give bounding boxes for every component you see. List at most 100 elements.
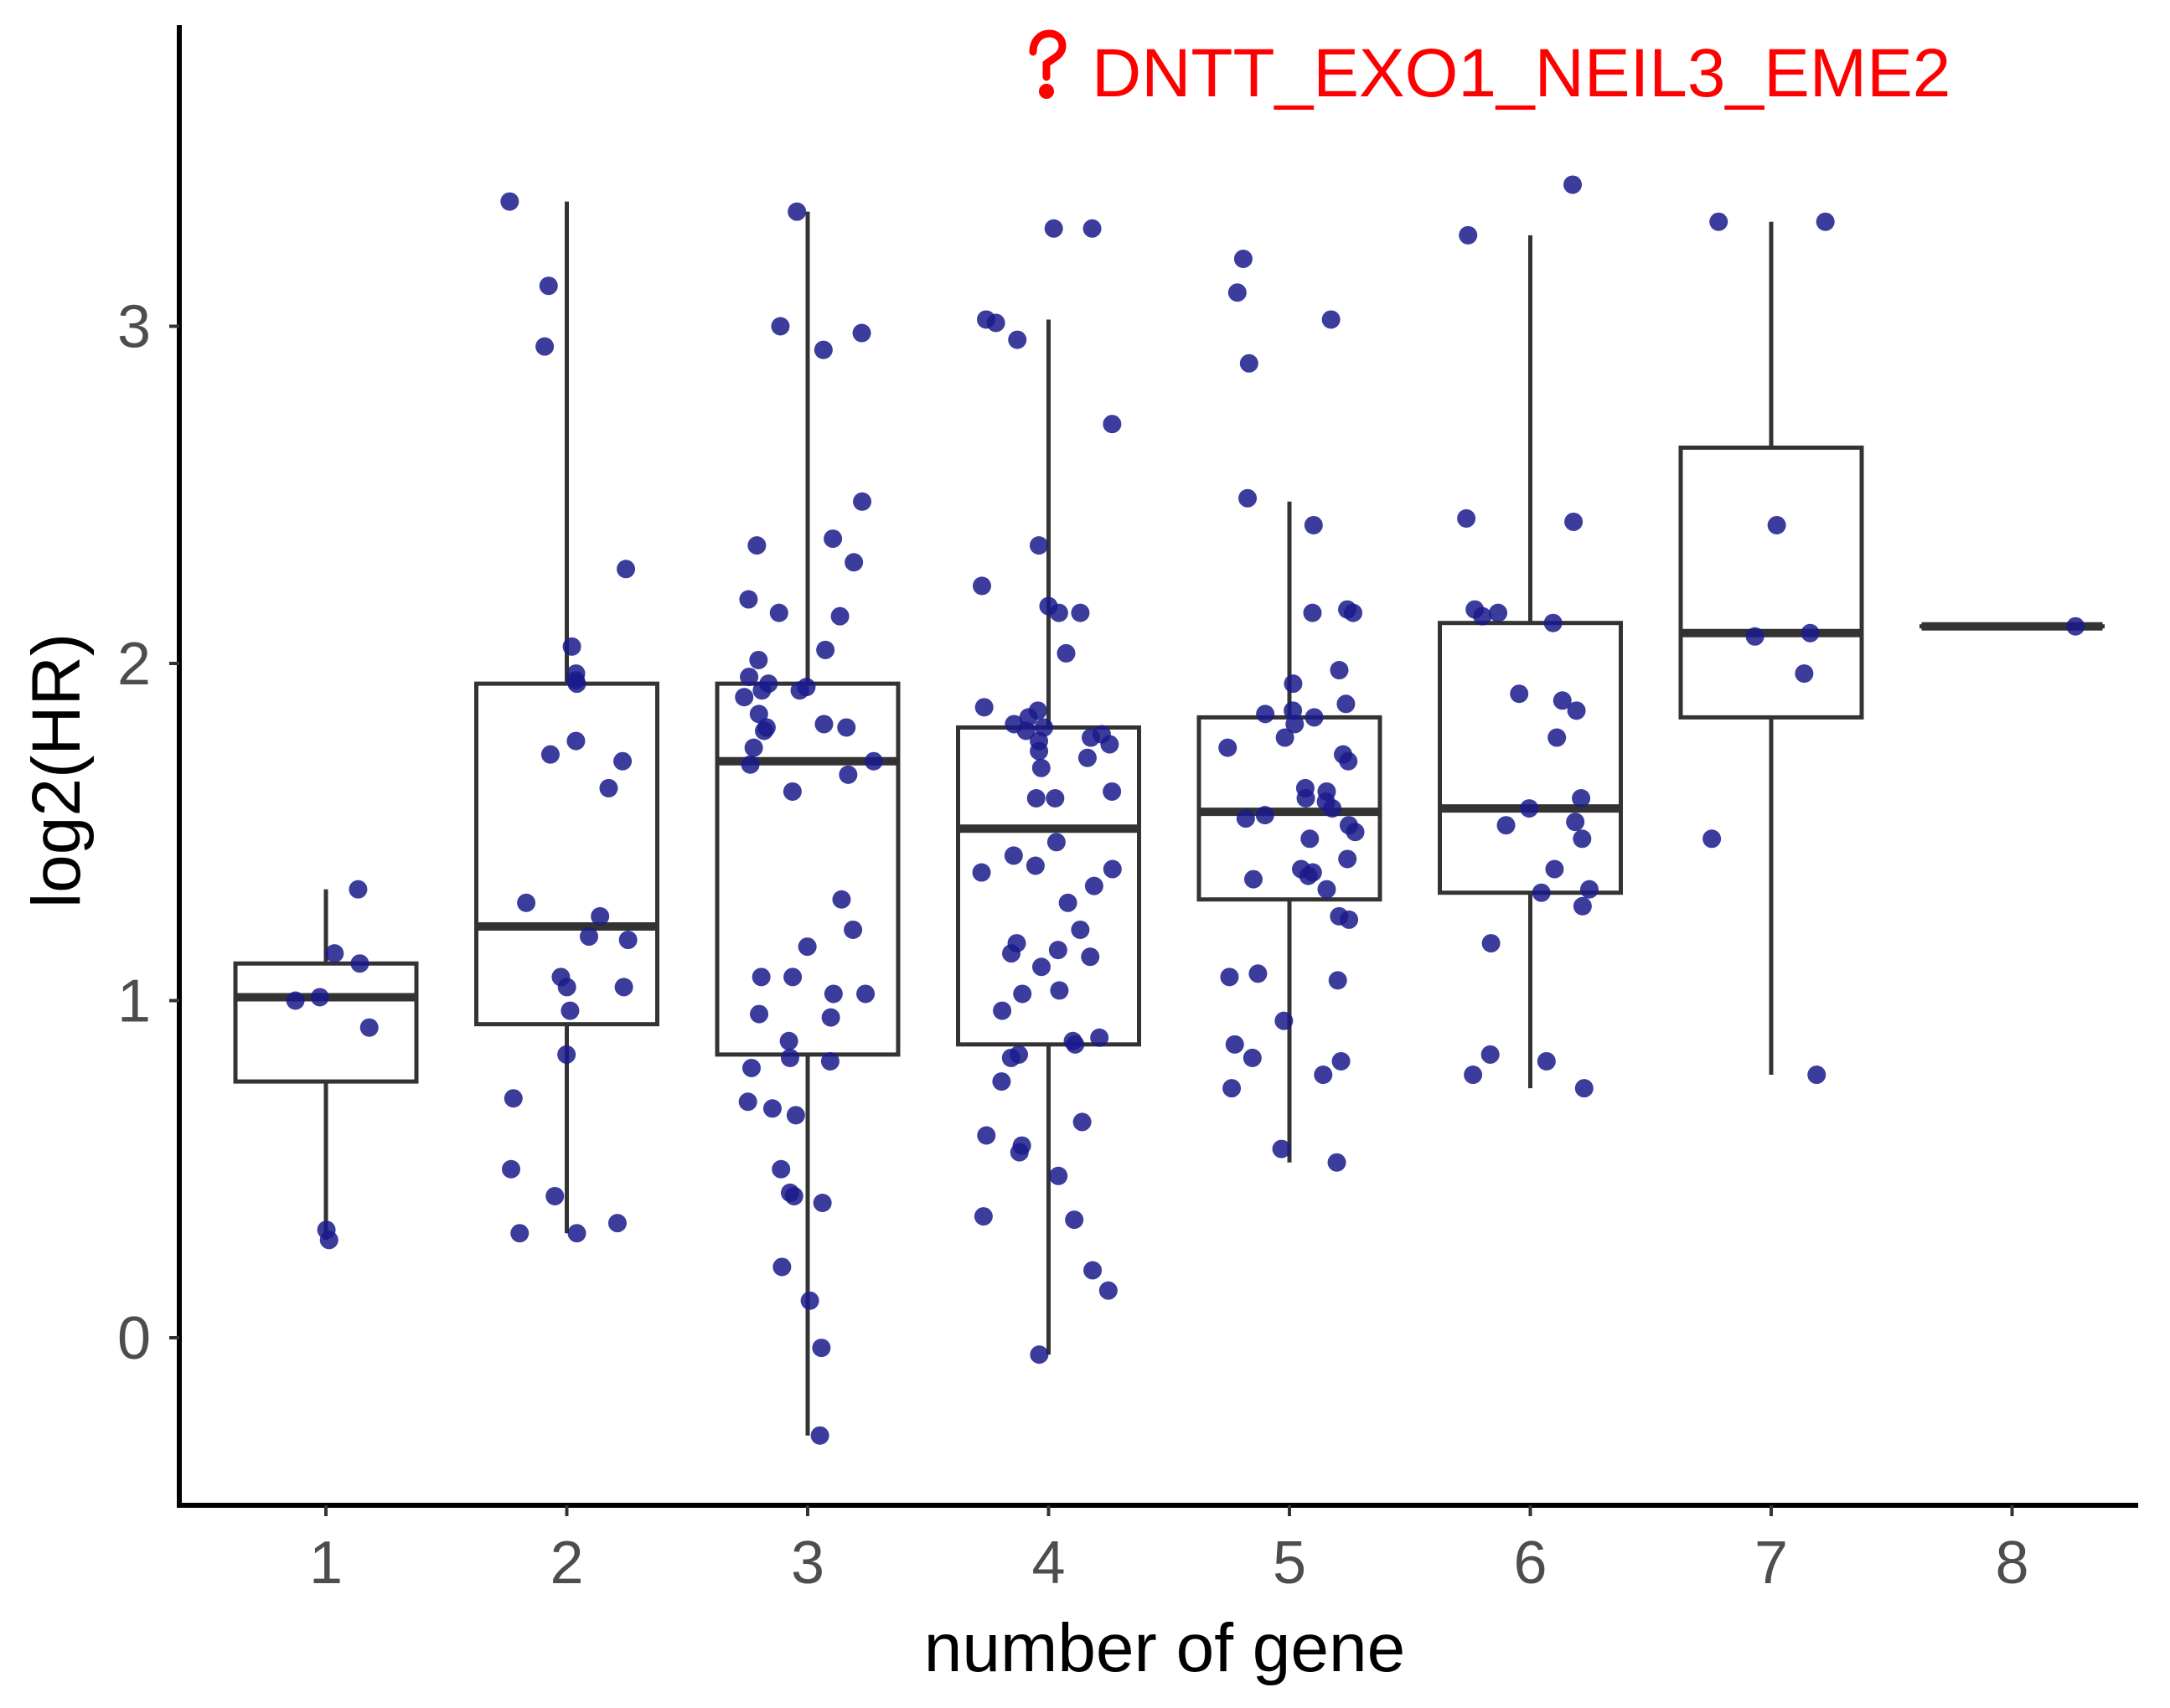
data-point [986, 313, 1005, 333]
x-tick-label: 4 [1031, 1530, 1065, 1597]
data-point [1049, 1166, 1068, 1185]
data-point [2066, 617, 2085, 636]
annotation-marker-dot [1039, 84, 1054, 99]
data-point [784, 1186, 803, 1205]
x-axis-title: number of gene [924, 1610, 1405, 1686]
data-point [769, 603, 788, 622]
data-point [783, 782, 802, 801]
data-point [618, 931, 638, 950]
data-point [741, 1059, 761, 1077]
data-point [1459, 225, 1478, 245]
data-point [1709, 212, 1728, 231]
data-point [820, 1051, 840, 1071]
data-point [1065, 1210, 1084, 1230]
data-point [1564, 512, 1584, 531]
data-point [1574, 1079, 1594, 1098]
data-point [1013, 984, 1032, 1004]
data-point [1314, 1066, 1333, 1085]
annotation-layer: DNTT_EXO1_NEIL3_EME2 [1029, 29, 1950, 111]
data-point [607, 1214, 627, 1233]
data-point [1346, 823, 1365, 842]
data-point [1481, 934, 1501, 953]
data-point [839, 765, 858, 784]
data-point [1745, 627, 1764, 646]
data-point [974, 698, 994, 717]
data-point [1547, 728, 1567, 747]
box-group-7 [1678, 221, 1864, 1076]
data-point [738, 1092, 757, 1112]
data-point [1303, 603, 1322, 622]
data-point [1103, 782, 1122, 801]
data-point [783, 968, 803, 987]
data-point [741, 755, 760, 774]
data-point [800, 1291, 819, 1310]
data-point [1553, 691, 1572, 710]
data-point [772, 1159, 791, 1179]
data-point [1077, 748, 1097, 767]
data-point [1072, 1112, 1092, 1132]
data-point [1233, 250, 1253, 268]
data-point [1058, 893, 1077, 912]
box-iqr [1678, 445, 1864, 720]
data-point [1030, 1345, 1049, 1365]
data-point [1225, 1035, 1244, 1054]
data-point [1243, 869, 1263, 889]
data-point [1236, 809, 1255, 828]
axes-layer [177, 25, 2138, 1508]
data-point [749, 704, 768, 724]
data-point [1304, 515, 1323, 534]
data-point [1031, 758, 1051, 777]
data-point [567, 674, 586, 694]
data-point [325, 944, 344, 963]
data-point [1083, 1261, 1103, 1280]
data-point [500, 192, 519, 211]
data-point [1066, 1035, 1085, 1054]
data-point [824, 529, 843, 549]
data-point [1002, 944, 1021, 963]
data-point [557, 978, 576, 997]
data-point [1084, 876, 1103, 895]
data-point [1543, 613, 1563, 632]
data-point [790, 681, 809, 700]
data-point [752, 968, 771, 987]
data-point [1344, 603, 1363, 622]
data-point [780, 1048, 799, 1067]
box-group-2 [474, 201, 659, 1234]
data-point [1071, 603, 1090, 622]
data-point [1457, 508, 1476, 528]
x-tick-label: 2 [550, 1530, 583, 1597]
data-point [1489, 603, 1508, 622]
data-point [993, 1001, 1012, 1020]
y-tick-label: 0 [117, 1305, 151, 1372]
data-point [1029, 536, 1048, 555]
data-point [1330, 661, 1349, 680]
data-point [613, 751, 633, 771]
data-point [1340, 910, 1359, 929]
data-point [1082, 728, 1101, 747]
box-group-6 [1438, 235, 1623, 1089]
data-point [1767, 515, 1786, 534]
x-tick-label: 7 [1754, 1530, 1788, 1597]
data-point [786, 1106, 805, 1125]
data-point [762, 1099, 782, 1118]
y-tick-label: 1 [117, 968, 151, 1035]
points-layer [286, 175, 2085, 1445]
data-point [349, 880, 368, 899]
data-point [1016, 721, 1036, 740]
data-point [1328, 971, 1347, 990]
data-point [1338, 849, 1357, 869]
data-point [1300, 829, 1320, 849]
data-point [749, 650, 768, 669]
data-point [1480, 1045, 1500, 1064]
data-point [779, 1031, 798, 1050]
data-point [1243, 1048, 1262, 1067]
data-point [1082, 219, 1102, 238]
data-point [1336, 694, 1356, 714]
data-point [744, 738, 763, 757]
data-point [812, 1339, 831, 1358]
data-point [1510, 684, 1529, 704]
data-point [747, 536, 767, 555]
data-point [844, 920, 863, 939]
data-point [1795, 664, 1814, 684]
